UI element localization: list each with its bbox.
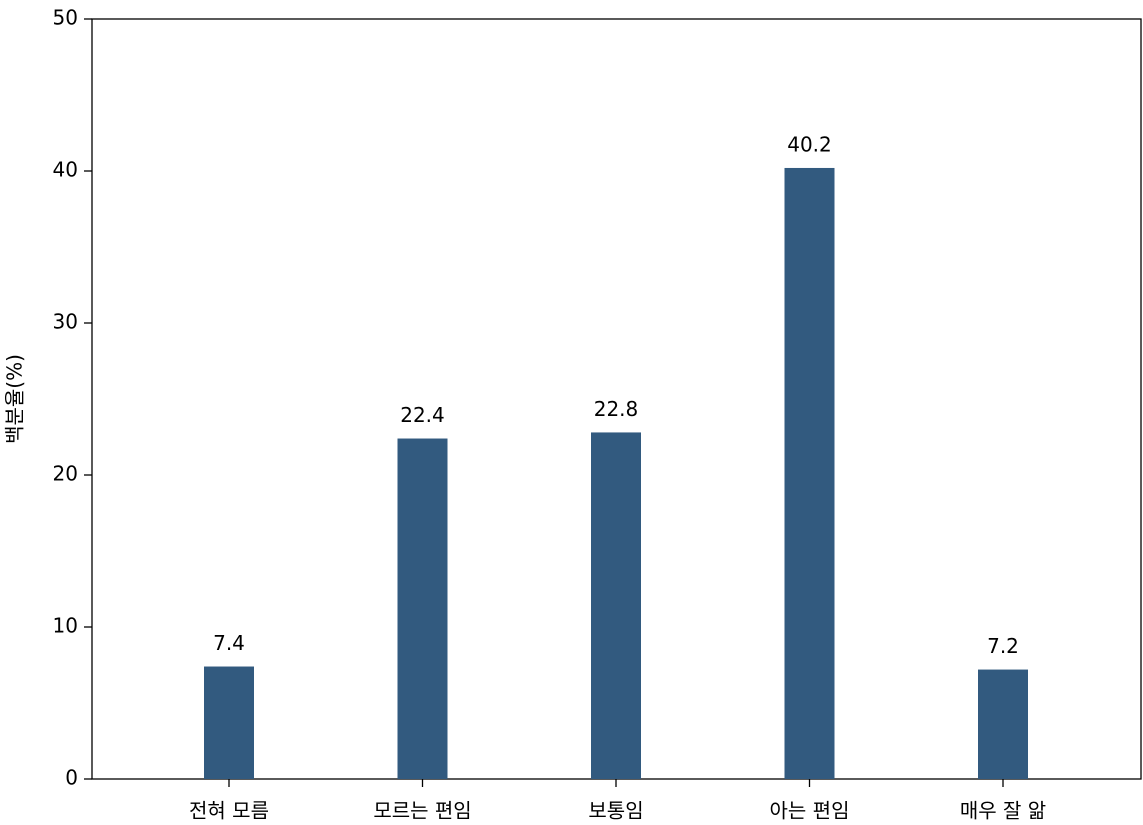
x-tick-label: 모르는 편임 xyxy=(373,799,471,823)
bar xyxy=(784,167,835,779)
y-tick-label: 50 xyxy=(53,6,78,30)
y-tick-label: 30 xyxy=(53,310,78,334)
y-axis-label: 백분율(%) xyxy=(3,354,27,444)
y-tick-label: 40 xyxy=(53,158,78,182)
bar xyxy=(591,432,641,779)
x-tick-label: 보통임 xyxy=(588,799,643,823)
y-tick-label: 0 xyxy=(65,766,78,790)
value-label: 22.4 xyxy=(400,403,445,427)
x-tick-label: 전혀 모름 xyxy=(189,799,269,823)
value-label: 22.8 xyxy=(594,397,639,421)
x-tick-label: 매우 잘 앎 xyxy=(960,799,1046,823)
value-label: 7.2 xyxy=(987,634,1019,658)
x-tick-label: 아는 편임 xyxy=(770,799,850,823)
y-tick-label: 10 xyxy=(53,614,78,638)
value-label: 40.2 xyxy=(787,132,832,156)
bar xyxy=(978,669,1028,779)
bar xyxy=(204,666,254,779)
bar xyxy=(397,438,448,779)
y-tick-label: 20 xyxy=(53,462,78,486)
value-label: 7.4 xyxy=(213,631,245,655)
